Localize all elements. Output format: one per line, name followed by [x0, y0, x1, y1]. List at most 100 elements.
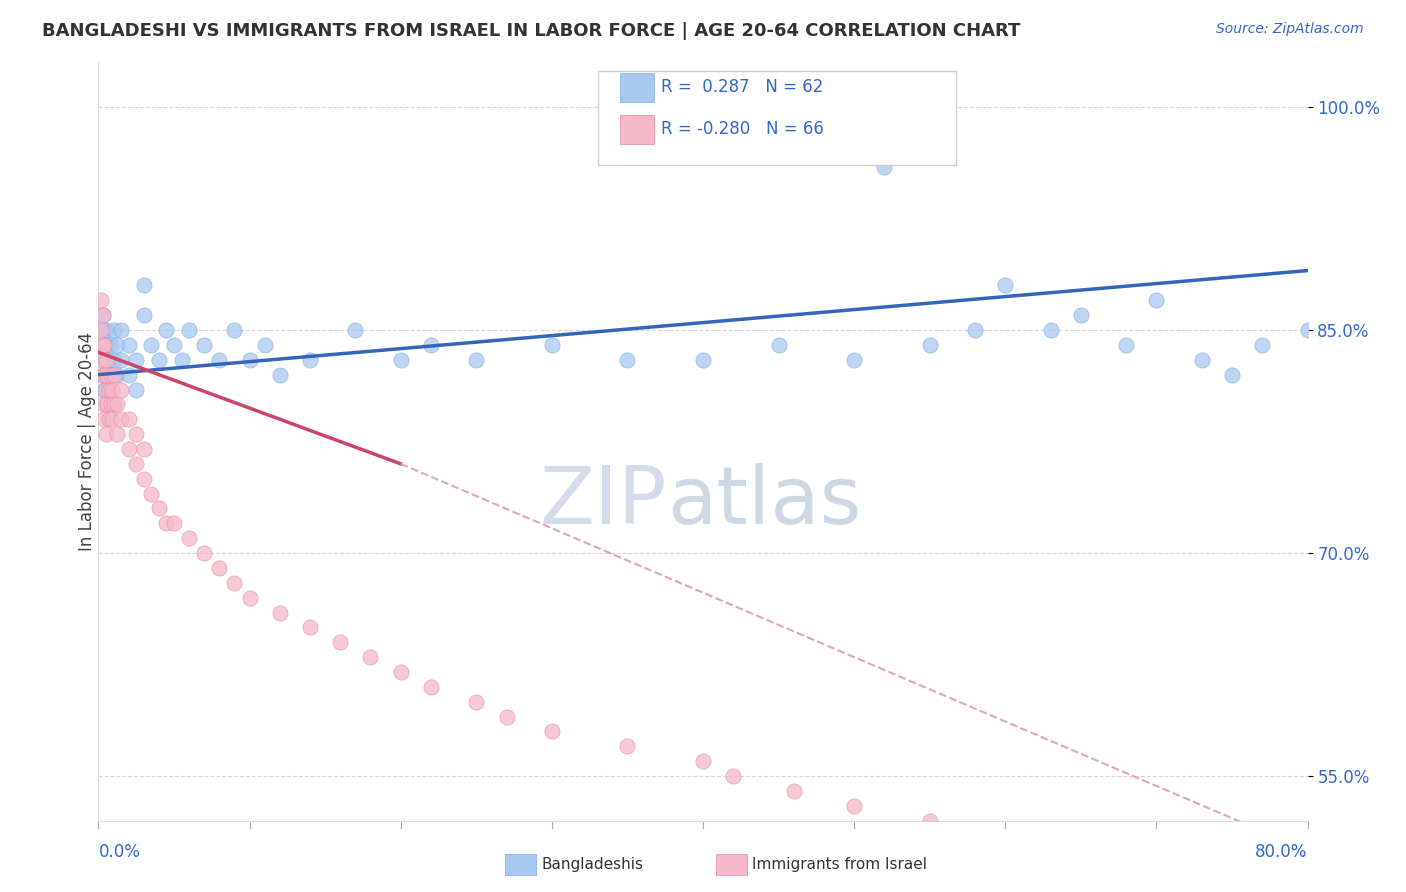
Point	[155, 323, 177, 337]
Point	[360, 650, 382, 665]
Text: 0.0%: 0.0%	[98, 843, 141, 861]
Point	[1191, 352, 1213, 367]
Point	[94, 352, 117, 367]
Point	[1070, 308, 1092, 322]
Point	[132, 472, 155, 486]
Point	[540, 724, 562, 739]
Point	[91, 368, 114, 382]
Point	[105, 397, 128, 411]
Point	[918, 814, 941, 828]
Point	[94, 383, 117, 397]
Point	[163, 516, 186, 531]
Point	[96, 368, 118, 382]
Point	[125, 383, 148, 397]
Point	[96, 368, 118, 382]
Point	[94, 352, 117, 367]
Point	[299, 352, 322, 367]
Point	[1251, 338, 1274, 352]
Point	[105, 427, 128, 442]
Point	[1070, 843, 1092, 857]
Point	[224, 323, 246, 337]
Point	[616, 739, 638, 754]
Point	[844, 352, 866, 367]
Text: Bangladeshis: Bangladeshis	[541, 857, 644, 871]
Point	[132, 442, 155, 456]
Point	[105, 368, 128, 382]
Point	[1296, 323, 1319, 337]
Point	[141, 338, 163, 352]
Point	[98, 383, 121, 397]
Point	[93, 412, 115, 426]
Point	[101, 412, 124, 426]
Point	[90, 323, 112, 337]
Point	[269, 606, 291, 620]
Text: 80.0%: 80.0%	[1256, 843, 1308, 861]
Point	[495, 709, 517, 723]
Point	[110, 412, 132, 426]
Point	[100, 338, 122, 352]
Point	[540, 338, 562, 352]
Point	[141, 486, 163, 500]
Point	[125, 352, 148, 367]
Point	[1146, 858, 1168, 872]
Point	[132, 278, 155, 293]
Point	[91, 397, 114, 411]
Point	[1146, 293, 1168, 308]
Text: R = -0.280   N = 66: R = -0.280 N = 66	[661, 120, 824, 138]
Point	[91, 338, 114, 352]
Point	[239, 591, 262, 605]
Point	[93, 338, 115, 352]
Point	[692, 754, 714, 768]
Text: R =  0.287   N = 62: R = 0.287 N = 62	[661, 78, 823, 96]
Point	[193, 338, 215, 352]
Point	[91, 308, 114, 322]
Point	[344, 323, 367, 337]
Point	[110, 323, 132, 337]
Point	[94, 323, 117, 337]
Text: Source: ZipAtlas.com: Source: ZipAtlas.com	[1216, 22, 1364, 37]
Point	[98, 352, 121, 367]
Point	[118, 412, 141, 426]
Point	[110, 383, 132, 397]
Text: Immigrants from Israel: Immigrants from Israel	[752, 857, 927, 871]
Point	[103, 323, 125, 337]
Point	[100, 368, 122, 382]
Point	[965, 323, 987, 337]
Point	[193, 546, 215, 560]
Text: BANGLADESHI VS IMMIGRANTS FROM ISRAEL IN LABOR FORCE | AGE 20-64 CORRELATION CHA: BANGLADESHI VS IMMIGRANTS FROM ISRAEL IN…	[42, 22, 1021, 40]
Point	[389, 665, 412, 679]
Point	[96, 397, 118, 411]
Point	[420, 338, 443, 352]
Point	[1039, 323, 1062, 337]
Point	[170, 352, 193, 367]
Point	[93, 383, 115, 397]
Point	[616, 352, 638, 367]
Point	[103, 397, 125, 411]
Point	[208, 352, 231, 367]
Point	[118, 368, 141, 382]
Point	[299, 620, 322, 634]
Point	[269, 368, 291, 382]
Point	[994, 829, 1017, 843]
Point	[994, 278, 1017, 293]
Point	[118, 338, 141, 352]
Point	[692, 352, 714, 367]
Point	[101, 383, 124, 397]
Point	[224, 575, 246, 590]
Point	[918, 338, 941, 352]
Point	[1296, 888, 1319, 892]
Point	[329, 635, 352, 649]
Point	[103, 352, 125, 367]
Point	[389, 352, 412, 367]
Point	[98, 412, 121, 426]
Point	[1115, 338, 1137, 352]
Point	[110, 352, 132, 367]
Point	[93, 368, 115, 382]
Point	[179, 531, 201, 545]
Point	[179, 323, 201, 337]
Point	[1220, 368, 1243, 382]
Point	[253, 338, 276, 352]
Point	[93, 352, 115, 367]
Text: atlas: atlas	[666, 463, 860, 541]
Point	[783, 784, 806, 798]
